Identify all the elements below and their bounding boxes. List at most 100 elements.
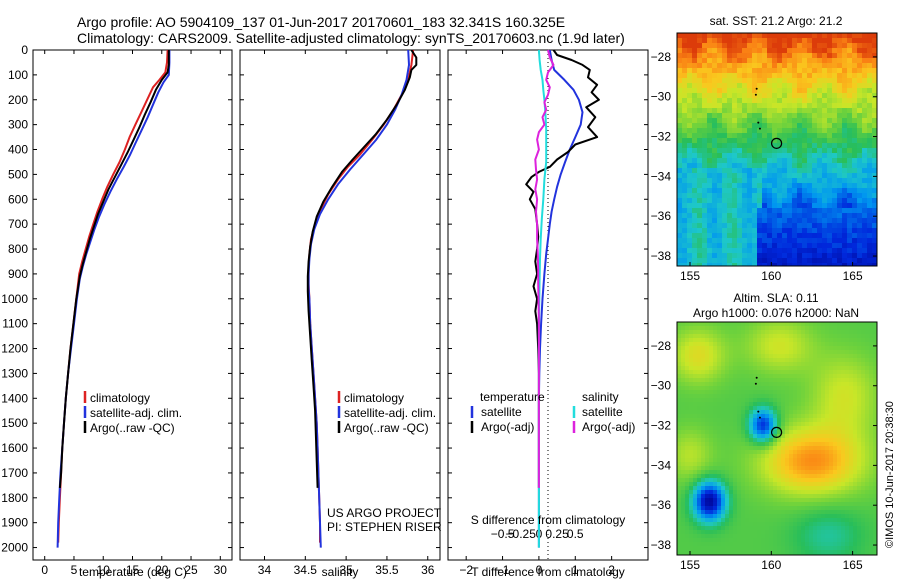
map-cell	[865, 354, 870, 359]
map-cell	[745, 498, 750, 503]
map-cell	[753, 534, 758, 539]
map-cell	[793, 494, 798, 499]
map-cell	[697, 378, 702, 383]
map-cell	[702, 53, 708, 59]
map-cell	[677, 163, 683, 169]
map-cell	[761, 398, 766, 403]
map-cell	[717, 58, 723, 64]
map-cell	[805, 526, 810, 531]
map-cell	[825, 518, 830, 523]
map-cell	[841, 330, 846, 335]
map-cell	[705, 454, 710, 459]
map-cell	[682, 98, 688, 104]
map-cell	[732, 223, 738, 229]
map-cell	[741, 542, 746, 547]
map-cell	[693, 390, 698, 395]
map-cell	[849, 358, 854, 363]
map-cell	[857, 143, 863, 149]
map-cell	[717, 362, 722, 367]
map-cell	[722, 173, 728, 179]
map-cell	[809, 386, 814, 391]
map-cell	[872, 93, 877, 99]
map-cell	[801, 370, 806, 375]
map-cell	[732, 113, 738, 119]
map-cell	[749, 370, 754, 375]
map-cell	[833, 498, 838, 503]
map-cell	[761, 458, 766, 463]
map-cell	[737, 168, 743, 174]
map-cell	[717, 163, 723, 169]
map-cell	[705, 322, 710, 327]
map-cell	[777, 208, 783, 214]
map-cell	[845, 438, 850, 443]
map-cell	[712, 113, 718, 119]
map-cell	[717, 490, 722, 495]
map-cell	[797, 322, 802, 327]
map-cell	[845, 338, 850, 343]
map-cell	[741, 346, 746, 351]
map-cell	[753, 370, 758, 375]
map-cell	[857, 386, 862, 391]
map-cell	[825, 350, 830, 355]
map-cell	[821, 502, 826, 507]
map-cell	[809, 334, 814, 339]
map-cell	[789, 410, 794, 415]
map-cell	[753, 462, 758, 467]
map-cell	[861, 402, 866, 407]
map-cell	[861, 546, 866, 551]
map-cell	[865, 386, 870, 391]
map-cell	[785, 370, 790, 375]
map-cell	[717, 113, 723, 119]
map-cell	[777, 58, 783, 64]
map-cell	[865, 406, 870, 411]
map-cell	[733, 462, 738, 467]
map-cell	[681, 522, 686, 527]
map-cell	[773, 514, 778, 519]
map-cell	[825, 354, 830, 359]
map-cell	[802, 123, 808, 129]
map-cell	[792, 193, 798, 199]
map-cell	[769, 342, 774, 347]
map-cell	[829, 370, 834, 375]
map-cell	[709, 490, 714, 495]
map-cell	[802, 213, 808, 219]
map-cell	[872, 128, 877, 134]
map-cell	[805, 522, 810, 527]
map-cell	[689, 486, 694, 491]
map-cell	[841, 354, 846, 359]
map-cell	[761, 518, 766, 523]
map-cell	[687, 248, 693, 254]
map-cell	[842, 228, 848, 234]
map-cell	[822, 253, 828, 259]
map-cell	[745, 382, 750, 387]
map-cell	[807, 63, 813, 69]
map-cell	[757, 418, 762, 423]
temperature-tick-label: 5	[71, 563, 78, 577]
map-cell	[857, 208, 863, 214]
map-cell	[833, 394, 838, 399]
map-cell	[757, 482, 762, 487]
map-cell	[712, 118, 718, 124]
map-cell	[717, 253, 723, 259]
map-cell	[865, 446, 870, 451]
map-cell	[873, 498, 877, 503]
map-cell	[677, 410, 682, 415]
map-cell	[697, 158, 703, 164]
map-cell	[757, 326, 762, 331]
map-cell	[845, 354, 850, 359]
map-cell	[772, 188, 778, 194]
map-cell	[869, 438, 874, 443]
map-cell	[861, 450, 866, 455]
map-cell	[773, 426, 778, 431]
map-cell	[737, 33, 743, 39]
map-cell	[749, 354, 754, 359]
map-cell	[705, 442, 710, 447]
map-cell	[817, 366, 822, 371]
map-cell	[685, 362, 690, 367]
map-cell	[842, 78, 848, 84]
map-cell	[861, 426, 866, 431]
map-cell	[689, 390, 694, 395]
map-cell	[861, 506, 866, 511]
map-cell	[812, 153, 818, 159]
map-cell	[747, 98, 753, 104]
